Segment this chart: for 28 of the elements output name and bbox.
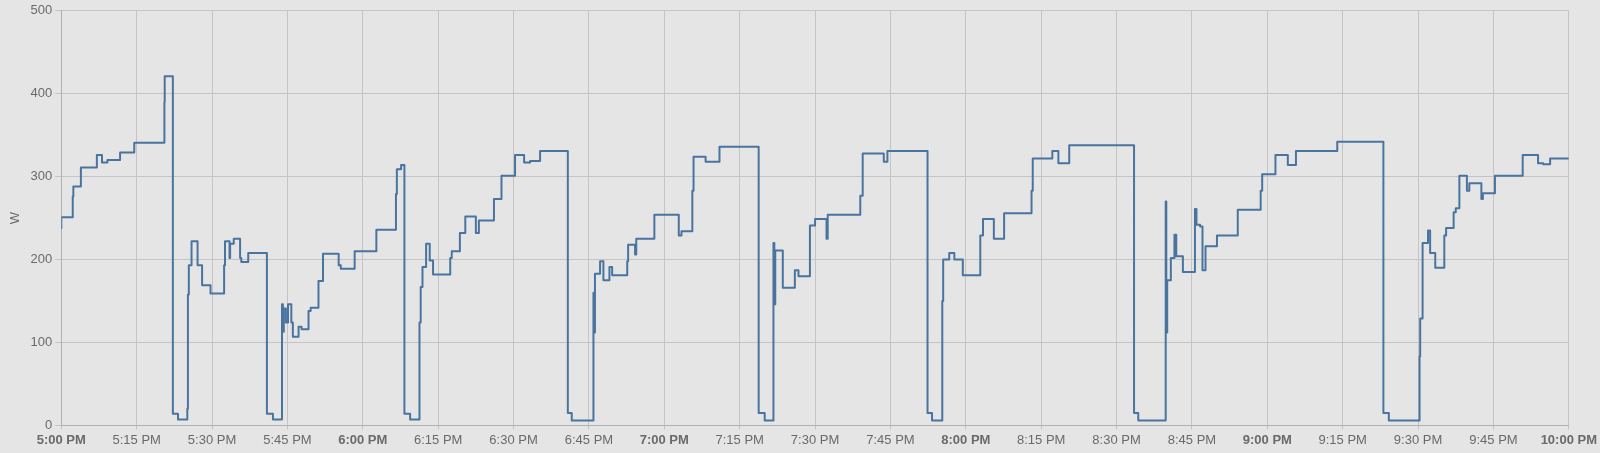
x-tick-label: 9:45 PM <box>1469 431 1518 447</box>
x-tick-label: 7:00 PM <box>639 431 689 447</box>
y-tick-label: 400 <box>30 85 53 101</box>
x-tick-label: 9:00 PM <box>1242 431 1292 447</box>
x-tick-label: 9:15 PM <box>1318 431 1367 447</box>
x-tick-label: 5:30 PM <box>187 431 237 447</box>
x-tick-label: 5:00 PM <box>36 431 86 447</box>
x-tick-label: 10:00 PM <box>1540 431 1598 447</box>
x-tick-label: 8:00 PM <box>941 431 991 447</box>
y-axis-title: W <box>7 211 23 225</box>
x-tick-label: 5:15 PM <box>112 431 161 447</box>
x-tick-label: 9:30 PM <box>1393 431 1443 447</box>
x-tick-label: 7:30 PM <box>790 431 840 447</box>
x-tick-label: 6:45 PM <box>564 431 614 447</box>
y-tick-label: 500 <box>30 2 53 18</box>
x-tick-label: 8:30 PM <box>1092 431 1141 447</box>
x-tick-label: 5:45 PM <box>263 431 312 447</box>
y-tick-label: 0 <box>45 416 53 432</box>
y-tick-label: 300 <box>30 168 53 184</box>
x-tick-label: 6:30 PM <box>489 431 538 447</box>
y-tick-label: 100 <box>30 334 53 350</box>
x-tick-label: 6:00 PM <box>338 431 388 447</box>
x-tick-label: 7:15 PM <box>715 431 764 447</box>
x-tick-label: 8:45 PM <box>1167 431 1217 447</box>
y-tick-label: 200 <box>30 251 53 267</box>
x-tick-label: 6:15 PM <box>413 431 463 447</box>
x-tick-label: 7:45 PM <box>866 431 915 447</box>
x-tick-label: 8:15 PM <box>1016 431 1066 447</box>
